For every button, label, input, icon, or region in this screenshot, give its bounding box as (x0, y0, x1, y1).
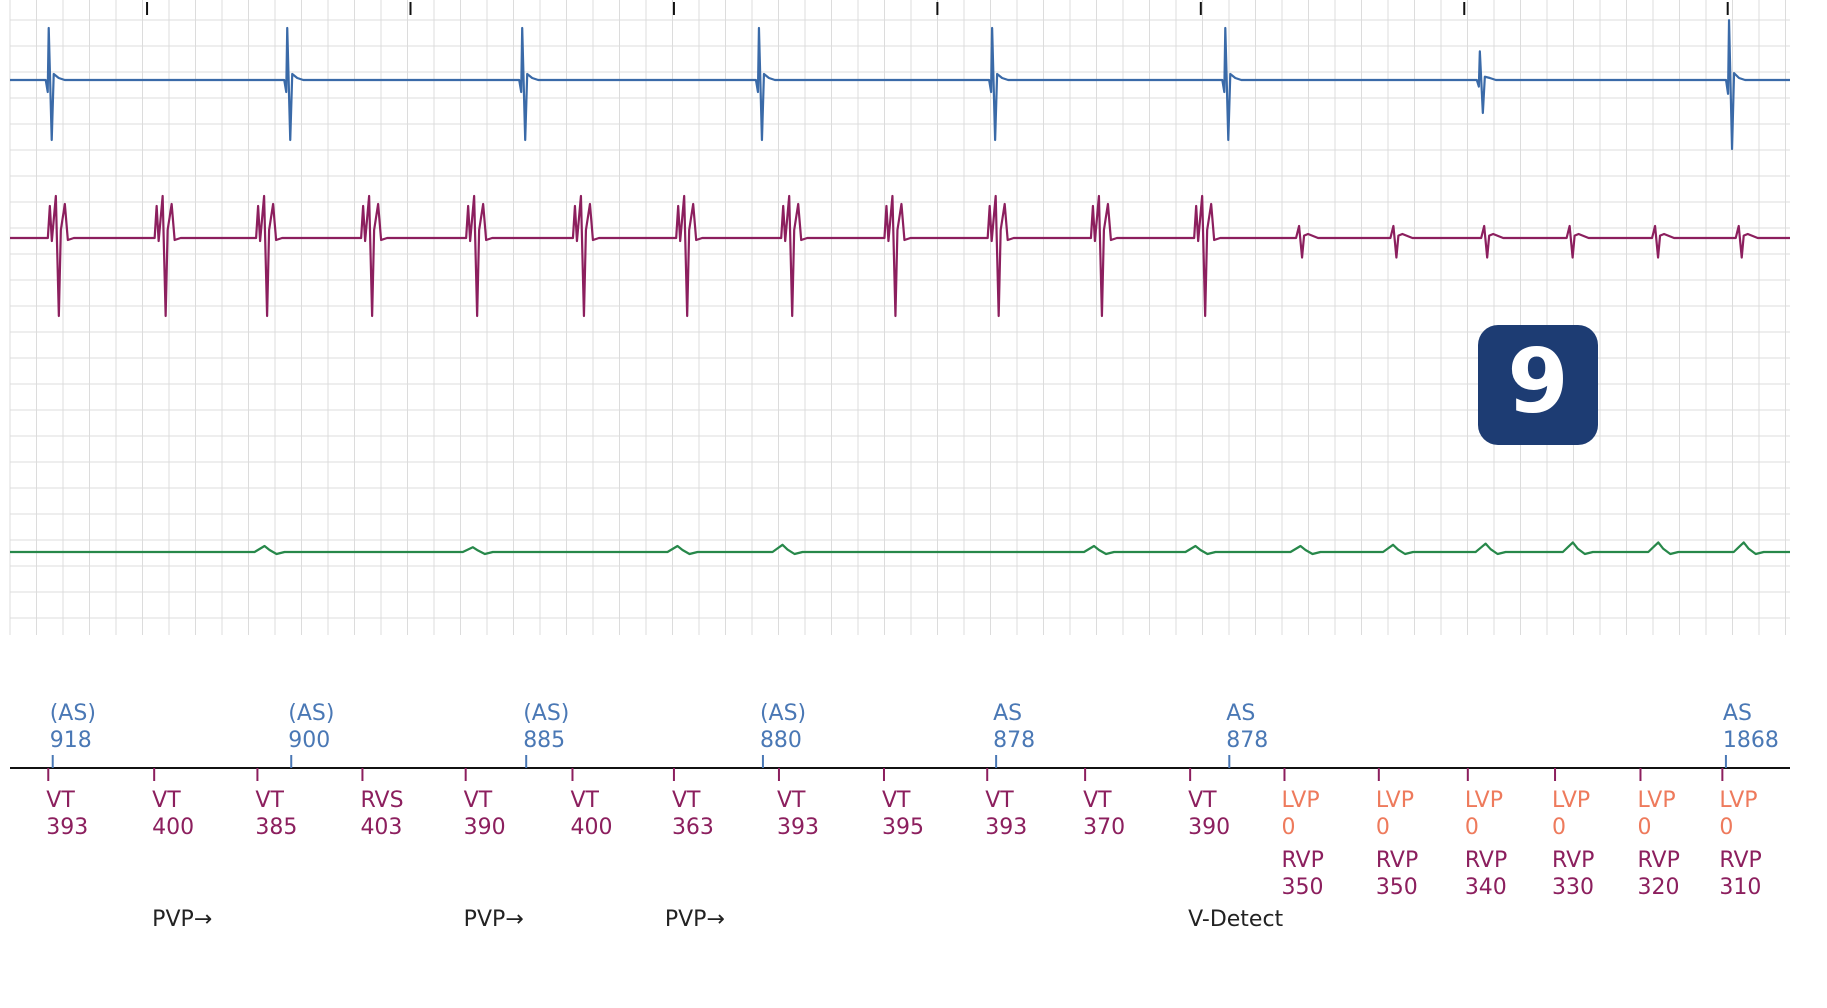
ventricular-marker-label: VT (46, 788, 75, 813)
far-field-channel-trace (10, 541, 1790, 556)
ventricular-marker-label: VT (152, 788, 181, 813)
pacing-marker-label-2: RVP (1552, 848, 1594, 873)
ventricular-marker-label: VT (464, 788, 493, 813)
grid (9, 0, 1790, 635)
atrial-marker-interval: 1868 (1723, 728, 1779, 753)
markers: (AS)918(AS)900(AS)885(AS)880AS878AS878AS… (46, 701, 1779, 932)
ventricular-marker-interval: 400 (152, 815, 194, 840)
pacing-marker-label-2: RVP (1376, 848, 1418, 873)
ventricular-marker-label: VT (1083, 788, 1112, 813)
pacing-marker-label-2: RVP (1465, 848, 1507, 873)
pacing-marker-value: 0 (1637, 815, 1651, 840)
pacing-marker-value-2: 310 (1719, 875, 1761, 900)
ventricular-marker-interval: 393 (985, 815, 1027, 840)
ventricular-marker-label: VT (1188, 788, 1217, 813)
ventricular-marker-interval: 390 (464, 815, 506, 840)
ventricular-marker-interval: 395 (882, 815, 924, 840)
pacing-marker-value: 0 (1719, 815, 1733, 840)
panel-badge: 9 (1478, 325, 1598, 445)
ventricular-marker-label: VT (570, 788, 599, 813)
pacing-marker-value-2: 350 (1281, 875, 1323, 900)
atrial-marker-label: (AS) (50, 701, 96, 726)
atrial-marker-label: (AS) (523, 701, 569, 726)
pacing-marker-label: LVP (1281, 788, 1319, 813)
pacing-marker-value-2: 340 (1465, 875, 1507, 900)
atrial-marker-label: (AS) (760, 701, 806, 726)
atrial-marker-label: AS (1226, 701, 1255, 726)
atrial-marker-interval: 880 (760, 728, 802, 753)
ventricular-marker-label: VT (985, 788, 1014, 813)
ventricular-marker-interval: 393 (777, 815, 819, 840)
atrial-marker-interval: 878 (1226, 728, 1268, 753)
pacing-marker-label: LVP (1637, 788, 1675, 813)
pacing-marker-label: LVP (1552, 788, 1590, 813)
pacing-marker-value-2: 350 (1376, 875, 1418, 900)
pacing-marker-value-2: 330 (1552, 875, 1594, 900)
atrial-marker-interval: 885 (523, 728, 565, 753)
atrial-channel-trace (10, 19, 1790, 151)
pacing-marker-value: 0 (1552, 815, 1566, 840)
atrial-marker-interval: 878 (993, 728, 1035, 753)
atrial-marker-interval: 918 (50, 728, 92, 753)
ventricular-marker-interval: 363 (672, 815, 714, 840)
pacing-marker-label-2: RVP (1719, 848, 1761, 873)
pacing-marker-label-2: RVP (1637, 848, 1679, 873)
ventricular-marker-label: VT (672, 788, 701, 813)
pacing-marker-value: 0 (1465, 815, 1479, 840)
ventricular-marker-label: RVS (360, 788, 403, 813)
rhythm-annotation: PVP→ (464, 907, 524, 932)
rhythm-annotation: PVP→ (665, 907, 725, 932)
pacing-marker-value: 0 (1281, 815, 1295, 840)
panel-badge-number: 9 (1507, 330, 1568, 433)
pacing-marker-label: LVP (1376, 788, 1414, 813)
traces (10, 19, 1790, 556)
ventricular-marker-interval: 403 (360, 815, 402, 840)
ventricular-marker-interval: 370 (1083, 815, 1125, 840)
ventricular-marker-label: VT (255, 788, 284, 813)
atrial-marker-label: AS (993, 701, 1022, 726)
pacing-marker-label-2: RVP (1281, 848, 1323, 873)
ventricular-marker-interval: 385 (255, 815, 297, 840)
ventricular-marker-interval: 393 (46, 815, 88, 840)
atrial-marker-label: (AS) (288, 701, 334, 726)
atrial-marker-interval: 900 (288, 728, 330, 753)
ventricular-marker-interval: 390 (1188, 815, 1230, 840)
pacing-marker-value-2: 320 (1637, 875, 1679, 900)
ventricular-marker-label: VT (882, 788, 911, 813)
ventricular-marker-interval: 400 (570, 815, 612, 840)
atrial-marker-label: AS (1723, 701, 1752, 726)
ventricular-marker-label: VT (777, 788, 806, 813)
pacing-marker-label: LVP (1719, 788, 1757, 813)
rhythm-annotation: V-Detect (1188, 907, 1283, 932)
panel-badge-box (1478, 325, 1598, 445)
rhythm-annotation: PVP→ (152, 907, 212, 932)
ventricular-channel-trace (10, 194, 1790, 318)
pacing-marker-label: LVP (1465, 788, 1503, 813)
pacing-marker-value: 0 (1376, 815, 1390, 840)
time-ticks (146, 2, 1729, 15)
